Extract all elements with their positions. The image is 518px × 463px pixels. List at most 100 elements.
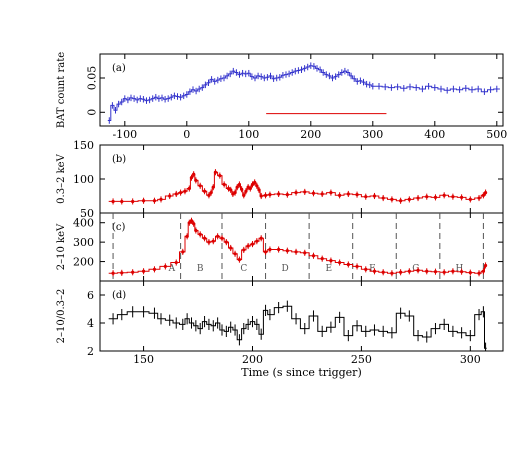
y-axis-label: BAT count rate [56, 52, 67, 128]
x-tick-label: 300 [460, 353, 481, 366]
data-point [442, 270, 446, 274]
data-point [187, 186, 191, 191]
data-point [407, 197, 411, 201]
segment-label: B [197, 264, 204, 274]
x-tick-label: 250 [351, 353, 372, 366]
data-point [407, 269, 411, 273]
y-tick-label: 300 [73, 236, 94, 249]
data-point [416, 196, 420, 200]
data-point [294, 191, 298, 195]
data-point [481, 193, 485, 197]
data-point [237, 182, 242, 187]
x-tick-label: 0 [183, 128, 190, 141]
data-point [209, 191, 213, 195]
data-point [194, 228, 198, 233]
data-point [481, 269, 485, 273]
data-point [311, 191, 316, 195]
panel-frame [99, 53, 504, 127]
panel-frame [99, 144, 504, 214]
data-point [211, 185, 215, 189]
segment-label: G [412, 264, 419, 274]
data-point [255, 239, 259, 243]
data-point [277, 247, 281, 252]
data-point [202, 189, 207, 193]
data-point [120, 199, 124, 204]
data-point [111, 271, 115, 275]
data-point [141, 199, 146, 203]
data-point [277, 192, 281, 196]
data-point [338, 193, 342, 197]
data-point [381, 270, 385, 274]
data-point [468, 197, 472, 201]
y-tick-label: 400 [73, 217, 94, 230]
data-point [207, 240, 211, 244]
segment-label: H [456, 264, 464, 274]
data-point [168, 194, 172, 198]
data-point [451, 269, 455, 273]
data-point [311, 254, 316, 258]
data-point [152, 199, 157, 203]
segment-label: A [168, 264, 176, 274]
data-point [159, 197, 163, 201]
data-point [303, 190, 307, 194]
segment-label: F [369, 264, 375, 274]
x-axis-label: Time (s since trigger) [241, 366, 361, 379]
data-point [364, 267, 368, 271]
series-line [108, 171, 487, 202]
data-point [329, 191, 333, 195]
data-point [255, 184, 259, 188]
data-point [211, 239, 215, 243]
data-point [233, 252, 237, 256]
data-point [131, 199, 135, 204]
data-point [198, 232, 202, 236]
data-point [229, 188, 233, 192]
data-point [259, 236, 263, 240]
y-axis-label: 0.3–2 keV [56, 153, 67, 203]
data-point [202, 236, 207, 240]
segment-label: E [325, 264, 332, 274]
data-point [194, 178, 198, 182]
data-point [451, 195, 455, 199]
data-point [263, 193, 268, 197]
data-point [216, 234, 220, 238]
data-point [218, 174, 222, 178]
data-point [425, 269, 429, 273]
data-point [268, 193, 272, 197]
data-point [372, 194, 377, 198]
data-point [192, 172, 196, 176]
data-point [483, 263, 488, 268]
data-point [152, 267, 157, 271]
data-point [381, 196, 385, 200]
data-point [198, 184, 202, 188]
data-point [239, 187, 244, 191]
panel-tag: (c) [112, 222, 126, 233]
data-point [242, 193, 246, 197]
data-point [399, 270, 403, 274]
data-point [477, 271, 481, 275]
data-point [303, 251, 307, 255]
data-point [163, 264, 167, 269]
data-point [250, 242, 255, 246]
data-point [399, 199, 403, 203]
x-tick-label: 500 [486, 128, 507, 141]
data-point [246, 244, 250, 248]
data-point [346, 192, 350, 196]
data-point [425, 195, 429, 199]
series-line [107, 65, 500, 121]
data-point [483, 191, 488, 195]
panel-c-hard-xray: 200 300 400 2–10 keV (c) A B C D E F G H [56, 212, 504, 282]
data-point [235, 185, 239, 189]
panel-tag: (b) [112, 154, 126, 165]
data-point [285, 193, 289, 197]
y-tick-label: 6 [87, 289, 94, 302]
data-point [433, 270, 438, 274]
data-point [189, 219, 194, 223]
y-tick-label: 0.05 [86, 66, 99, 91]
segment-label: C [240, 264, 247, 274]
x-tick-label: 100 [238, 128, 259, 141]
data-point [355, 264, 359, 269]
y-tick-label: 2 [87, 345, 94, 358]
y-tick-label: 50 [80, 207, 94, 220]
y-tick-label: 100 [73, 173, 94, 186]
y-tick-label: 0 [86, 109, 99, 116]
